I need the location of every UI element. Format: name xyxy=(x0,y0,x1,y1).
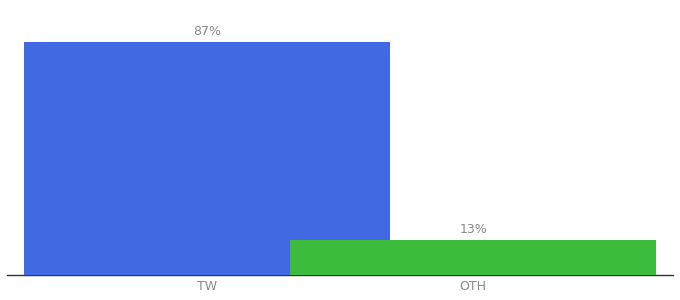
Bar xyxy=(24,42,390,275)
Bar xyxy=(290,240,656,275)
Text: 87%: 87% xyxy=(192,25,221,38)
Text: 13%: 13% xyxy=(460,223,487,236)
